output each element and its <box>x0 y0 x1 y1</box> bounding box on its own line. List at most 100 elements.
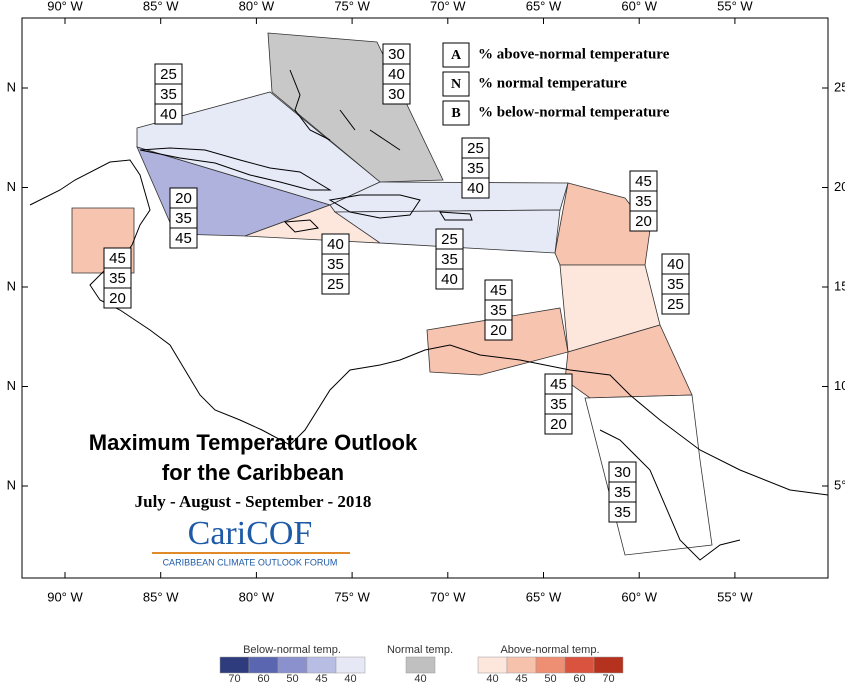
key-box <box>442 71 470 97</box>
legend-swatch <box>506 656 537 674</box>
probability-value: 35 <box>635 193 652 210</box>
longitude-label: 60° W <box>621 0 657 13</box>
title-period: July - August - September - 2018 <box>135 492 372 511</box>
longitude-label: 80° W <box>239 589 275 604</box>
probability-value: 40 <box>160 106 177 123</box>
legend-title: Above-normal temp. <box>500 644 599 656</box>
probability-value: 45 <box>175 230 192 247</box>
longitude-label: 60° W <box>621 589 657 604</box>
probability-value: 45 <box>490 282 507 299</box>
probability-cell <box>661 293 690 315</box>
legend-label: 60 <box>573 673 585 684</box>
latitude-label: 25 <box>834 79 845 94</box>
probability-cell <box>435 268 464 290</box>
probability-cell <box>321 273 350 295</box>
longitude-label: 70° W <box>430 589 466 604</box>
probability-value: 35 <box>614 484 631 501</box>
key-text: % normal temperature <box>478 75 627 91</box>
probability-value: 35 <box>327 256 344 273</box>
probability-value: 45 <box>635 173 652 190</box>
probability-value: 25 <box>667 296 684 313</box>
legend-label: 40 <box>486 673 498 684</box>
legend-label: 40 <box>344 673 356 684</box>
forecast-region <box>329 181 569 213</box>
probability-value: 25 <box>160 66 177 83</box>
coastlines <box>29 69 829 561</box>
probability-value: 20 <box>490 322 507 339</box>
logo-name: CariCOF <box>188 515 313 552</box>
legend-swatch <box>477 656 508 674</box>
probability-value: 30 <box>614 464 631 481</box>
probability-value: 35 <box>109 270 126 287</box>
probability-value: 35 <box>467 160 484 177</box>
probability-value: 20 <box>109 290 126 307</box>
probability-value: 25 <box>327 276 344 293</box>
longitude-label: 65° W <box>526 0 562 13</box>
legend-swatch <box>593 656 624 674</box>
probability-value: 30 <box>388 86 405 103</box>
probability-cell <box>608 501 637 523</box>
probability-value: 20 <box>175 190 192 207</box>
legend-label: 40 <box>414 673 426 684</box>
probability-cell <box>382 83 411 105</box>
probability-value: 35 <box>614 504 631 521</box>
probability-value: 40 <box>327 236 344 253</box>
probability-value: 45 <box>550 376 567 393</box>
latitude-label: 15 <box>834 278 845 293</box>
probability-value: 40 <box>441 271 458 288</box>
legend-label: 70 <box>228 673 240 684</box>
longitude-label: 55° W <box>717 589 753 604</box>
legend-label: 45 <box>515 673 527 684</box>
probability-value: 35 <box>160 86 177 103</box>
legend-title: Normal temp. <box>387 644 453 656</box>
title-line: for the Caribbean <box>162 460 344 485</box>
longitude-label: 75° W <box>334 0 370 13</box>
legend-swatch <box>248 656 279 674</box>
legend-swatch <box>335 656 366 674</box>
longitude-label: 90° W <box>47 0 83 13</box>
probability-cell <box>484 319 513 341</box>
probability-value: 40 <box>467 180 484 197</box>
latitude-label: 20 <box>834 179 845 194</box>
forecast-region <box>267 32 444 183</box>
key-letter: N <box>451 77 461 92</box>
latitude-label: 10 <box>834 378 845 393</box>
key-letter: B <box>451 106 460 121</box>
probability-cell <box>629 210 658 232</box>
key-letter: A <box>451 48 462 63</box>
probability-value: 35 <box>550 396 567 413</box>
longitude-label: 65° W <box>526 589 562 604</box>
latitude-label: N <box>7 378 16 393</box>
longitude-label: 80° W <box>239 0 275 13</box>
latitude-label: N <box>7 79 16 94</box>
probability-value: 20 <box>635 213 652 230</box>
legend-label: 70 <box>602 673 614 684</box>
key-text: % below-normal temperature <box>478 104 670 120</box>
legend-swatch <box>405 656 436 674</box>
probability-value: 40 <box>388 66 405 83</box>
legend-swatch <box>277 656 308 674</box>
probability-value: 40 <box>667 256 684 273</box>
legend-label: 50 <box>286 673 298 684</box>
longitude-label: 75° W <box>334 589 370 604</box>
probability-value: 25 <box>441 231 458 248</box>
legend-title: Below-normal temp. <box>243 644 341 656</box>
probability-value: 35 <box>667 276 684 293</box>
probability-value: 35 <box>490 302 507 319</box>
legend-label: 50 <box>544 673 556 684</box>
probability-cell <box>461 177 490 199</box>
longitude-label: 85° W <box>143 589 179 604</box>
probability-value: 35 <box>175 210 192 227</box>
longitude-label: 70° W <box>430 0 466 13</box>
title-line: Maximum Temperature Outlook <box>89 430 418 455</box>
probability-cell <box>169 227 198 249</box>
latitude-label: 5° <box>834 477 845 492</box>
longitude-label: 55° W <box>717 0 753 13</box>
probability-cell <box>544 413 573 435</box>
legend-swatch <box>306 656 337 674</box>
longitude-label: 90° W <box>47 589 83 604</box>
probability-value: 25 <box>467 140 484 157</box>
probability-value: 45 <box>109 250 126 267</box>
longitude-label: 85° W <box>143 0 179 13</box>
